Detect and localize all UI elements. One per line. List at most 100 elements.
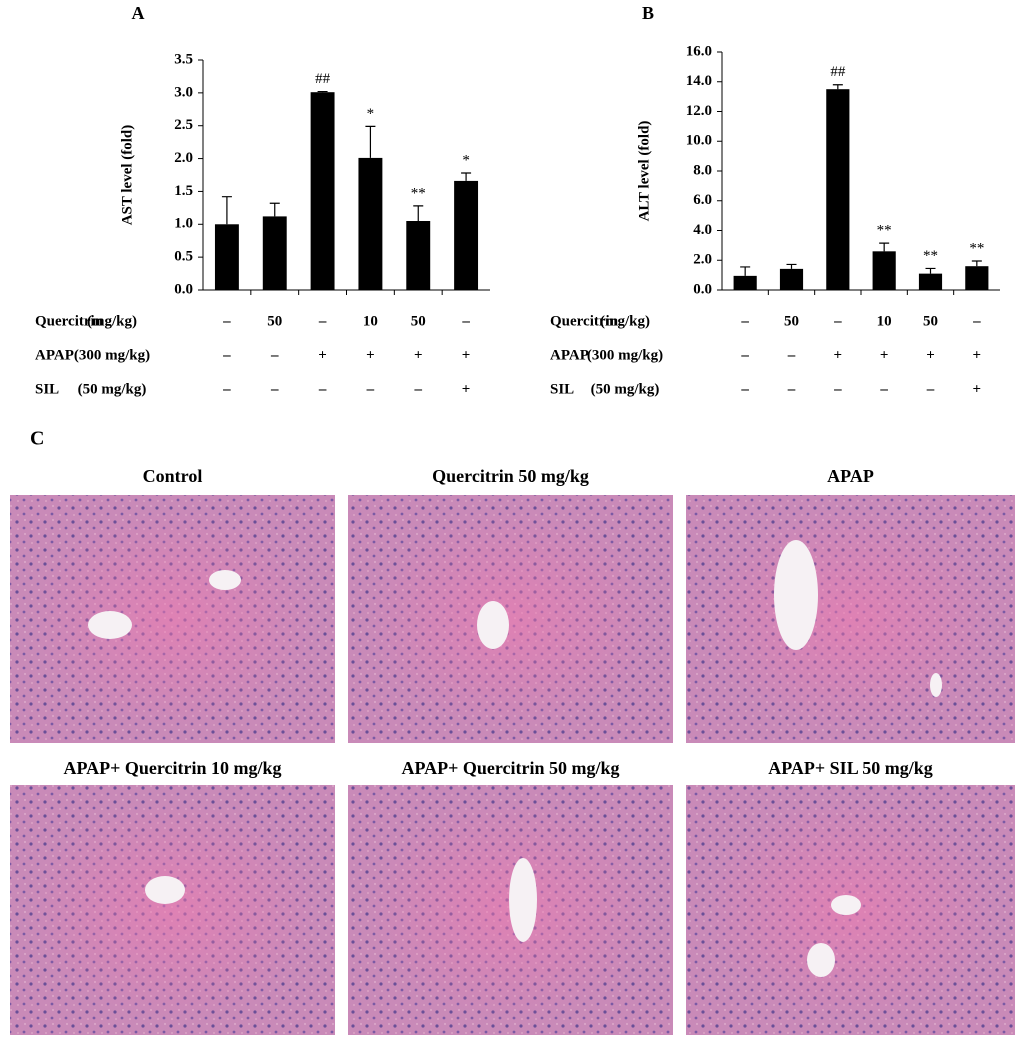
treatment-cell: – (270, 347, 279, 363)
treatment-cell: + (366, 347, 375, 363)
bar (826, 89, 850, 290)
y-tick-label: 2.0 (174, 150, 193, 166)
treatment-cell: – (926, 381, 935, 397)
bar (779, 268, 804, 290)
vein (209, 570, 241, 590)
y-tick-label: 4.0 (693, 222, 712, 238)
treatment-cell: + (318, 347, 327, 363)
vein (477, 601, 509, 649)
vein (774, 540, 818, 650)
treatment-cell: + (880, 347, 889, 363)
treatment-cell: + (462, 347, 471, 363)
bar (310, 92, 335, 290)
bar (454, 180, 479, 290)
image-title: Control (143, 466, 203, 486)
image-title: APAP+ SIL 50 mg/kg (768, 758, 932, 778)
image-title: APAP+ Quercitrin 10 mg/kg (63, 758, 281, 778)
error-bar (269, 202, 280, 217)
error-bar (413, 205, 424, 221)
bar (918, 273, 943, 290)
image-title: APAP+ Quercitrin 50 mg/kg (401, 758, 619, 778)
bar (872, 251, 896, 290)
treatment-cell: + (973, 347, 982, 363)
treatment-cell: – (787, 347, 796, 363)
treatment-unit: (300 mg/kg) (74, 347, 150, 363)
stain-area (26, 797, 319, 1023)
treatment-cell: + (973, 381, 982, 397)
y-tick-label: 12.0 (686, 103, 712, 119)
treatment-cell: – (318, 381, 327, 397)
treatment-cell: – (787, 381, 796, 397)
treatment-label: SIL (550, 381, 574, 397)
treatment-cell: – (366, 381, 375, 397)
treatment-unit: (50 mg/kg) (591, 381, 660, 397)
significance-mark: * (462, 152, 470, 168)
treatment-unit: (300 mg/kg) (587, 347, 663, 363)
bar (214, 224, 239, 290)
stain-area (364, 507, 657, 731)
stain-area (702, 507, 999, 731)
treatment-cell: – (318, 313, 327, 329)
chart-title: A (132, 3, 145, 23)
vein (88, 611, 132, 639)
error-bar (786, 263, 797, 269)
treatment-cell: 50 (923, 313, 938, 329)
stain-area (26, 507, 319, 731)
treatment-label: APAP (550, 347, 589, 363)
bar (262, 216, 287, 290)
treatment-cell: – (972, 313, 981, 329)
error-bar (365, 125, 376, 158)
treatment-unit: (mg/kg) (87, 313, 137, 329)
y-tick-label: 16.0 (686, 43, 712, 59)
treatment-cell: – (461, 313, 470, 329)
significance-mark: ## (315, 71, 331, 87)
chart-title: B (642, 3, 654, 23)
treatment-unit: (mg/kg) (600, 313, 650, 329)
y-tick-label: 14.0 (686, 73, 712, 89)
treatment-cell: – (833, 313, 842, 329)
y-tick-label: 6.0 (693, 192, 712, 208)
treatment-cell: + (414, 347, 423, 363)
treatment-cell: – (222, 347, 231, 363)
y-tick-label: 0.5 (174, 249, 193, 265)
image-title: APAP (827, 466, 874, 486)
bar (406, 221, 431, 290)
vein (145, 876, 185, 904)
treatment-cell: – (270, 381, 279, 397)
significance-mark: ** (411, 185, 426, 201)
treatment-cell: – (740, 313, 749, 329)
error-bar (221, 196, 232, 225)
treatment-label: SIL (35, 381, 59, 397)
panel-label: C (30, 428, 44, 450)
y-tick-label: 1.0 (174, 216, 193, 232)
error-bar (925, 267, 936, 274)
treatment-cell: – (222, 313, 231, 329)
significance-mark: ** (923, 248, 938, 264)
y-tick-label: 1.5 (174, 183, 193, 199)
image-title: Quercitrin 50 mg/kg (432, 466, 589, 486)
treatment-cell: – (740, 381, 749, 397)
bar (358, 157, 383, 290)
significance-mark: ** (969, 240, 984, 256)
error-bar (832, 84, 843, 90)
treatment-cell: – (414, 381, 423, 397)
treatment-cell: + (462, 381, 471, 397)
treatment-cell: 10 (363, 313, 378, 329)
vein (831, 895, 861, 915)
y-tick-label: 3.5 (174, 51, 193, 67)
y-tick-label: 10.0 (686, 133, 712, 149)
vein (807, 943, 835, 977)
treatment-label: APAP (35, 347, 74, 363)
treatment-cell: + (834, 347, 843, 363)
treatment-cell: – (879, 381, 888, 397)
y-tick-label: 0.0 (693, 281, 712, 297)
treatment-cell: 10 (877, 313, 892, 329)
treatment-cell: 50 (267, 313, 282, 329)
treatment-unit: (50 mg/kg) (78, 381, 147, 397)
significance-mark: * (367, 106, 375, 122)
treatment-cell: – (833, 381, 842, 397)
error-bar (971, 260, 982, 267)
treatment-cell: – (740, 347, 749, 363)
error-bar (317, 90, 328, 93)
